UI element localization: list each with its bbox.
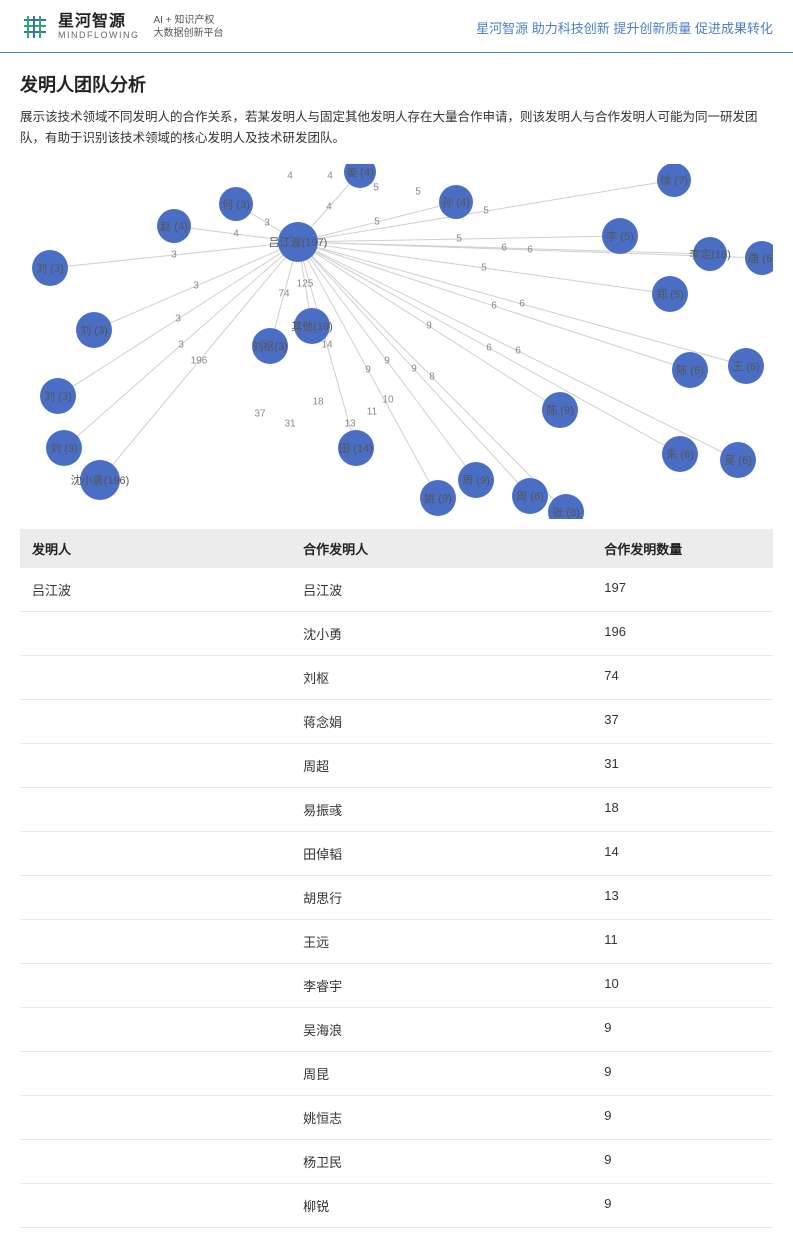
logo-icon <box>20 12 50 42</box>
table-row: 吕江波吕江波197 <box>20 568 773 612</box>
cell-inventor <box>20 1183 291 1227</box>
cell-coinventor: 柳锐 <box>291 1183 592 1227</box>
cell-inventor <box>20 1139 291 1183</box>
cell-inventor <box>20 963 291 1007</box>
cell-inventor <box>20 1095 291 1139</box>
logo-en: MINDFLOWING <box>58 31 140 41</box>
cell-coinventor: 蒋念娟 <box>291 699 592 743</box>
cell-inventor <box>20 831 291 875</box>
logo-block: 星河智源 MINDFLOWING AI + 知识产权 大数据创新平台 <box>20 12 224 42</box>
logo-sub-2: 大数据创新平台 <box>154 27 224 40</box>
logo-text: 星河智源 MINDFLOWING <box>58 13 140 40</box>
table-row: 周超31 <box>20 743 773 787</box>
cell-count: 197 <box>592 568 773 612</box>
col-count: 合作发明数量 <box>592 529 773 568</box>
cell-coinventor: 吕江波 <box>291 568 592 612</box>
table-row: 蒋念娟37 <box>20 699 773 743</box>
table-header-row: 发明人 合作发明人 合作发明数量 <box>20 529 773 568</box>
cell-coinventor: 周昆 <box>291 1051 592 1095</box>
logo-sub-1: AI + 知识产权 <box>154 14 224 27</box>
cell-inventor <box>20 1007 291 1051</box>
section-desc: 展示该技术领域不同发明人的合作关系，若某发明人与固定其他发明人存在大量合作申请，… <box>20 107 773 150</box>
main-content: 发明人团队分析 展示该技术领域不同发明人的合作关系，若某发明人与固定其他发明人存… <box>0 53 793 1246</box>
cell-count: 9 <box>592 1183 773 1227</box>
cell-count: 9 <box>592 1139 773 1183</box>
network-chart[interactable]: 吕江波(197)刘 (3)刘 (3)刘 (3)刘 (3)沈小勇(196)赵 (4… <box>20 164 773 519</box>
logo-cn: 星河智源 <box>58 13 140 31</box>
logo-subtitle: AI + 知识产权 大数据创新平台 <box>154 14 224 40</box>
cell-count: 74 <box>592 655 773 699</box>
table-row: 沈小勇196 <box>20 611 773 655</box>
collab-table: 发明人 合作发明人 合作发明数量 吕江波吕江波197沈小勇196刘枢74蒋念娟3… <box>20 529 773 1228</box>
cell-coinventor: 王远 <box>291 919 592 963</box>
table-row: 刘枢74 <box>20 655 773 699</box>
table-row: 吴海浪9 <box>20 1007 773 1051</box>
col-inventor: 发明人 <box>20 529 291 568</box>
cell-coinventor: 周超 <box>291 743 592 787</box>
cell-coinventor: 杨卫民 <box>291 1139 592 1183</box>
cell-count: 13 <box>592 875 773 919</box>
table-row: 姚恒志9 <box>20 1095 773 1139</box>
table-row: 周昆9 <box>20 1051 773 1095</box>
table-row: 易振彧18 <box>20 787 773 831</box>
cell-inventor <box>20 655 291 699</box>
cell-count: 14 <box>592 831 773 875</box>
cell-coinventor: 田倬韬 <box>291 831 592 875</box>
cell-count: 11 <box>592 919 773 963</box>
cell-coinventor: 吴海浪 <box>291 1007 592 1051</box>
section-title: 发明人团队分析 <box>20 71 773 97</box>
cell-count: 9 <box>592 1095 773 1139</box>
cell-inventor <box>20 1051 291 1095</box>
cell-coinventor: 沈小勇 <box>291 611 592 655</box>
cell-inventor <box>20 919 291 963</box>
cell-count: 196 <box>592 611 773 655</box>
cell-coinventor: 胡思行 <box>291 875 592 919</box>
table-row: 胡思行13 <box>20 875 773 919</box>
header-tagline: 星河智源 助力科技创新 提升创新质量 促进成果转化 <box>476 18 773 37</box>
cell-count: 9 <box>592 1051 773 1095</box>
cell-coinventor: 姚恒志 <box>291 1095 592 1139</box>
table-row: 李睿宇10 <box>20 963 773 1007</box>
cell-inventor <box>20 787 291 831</box>
cell-inventor <box>20 743 291 787</box>
cell-inventor: 吕江波 <box>20 568 291 612</box>
cell-count: 18 <box>592 787 773 831</box>
table-row: 王远11 <box>20 919 773 963</box>
col-coinventor: 合作发明人 <box>291 529 592 568</box>
cell-coinventor: 李睿宇 <box>291 963 592 1007</box>
page-header: 星河智源 MINDFLOWING AI + 知识产权 大数据创新平台 星河智源 … <box>0 0 793 53</box>
table-row: 柳锐9 <box>20 1183 773 1227</box>
cell-inventor <box>20 611 291 655</box>
cell-coinventor: 刘枢 <box>291 655 592 699</box>
cell-coinventor: 易振彧 <box>291 787 592 831</box>
cell-count: 9 <box>592 1007 773 1051</box>
table-row: 杨卫民9 <box>20 1139 773 1183</box>
table-row: 田倬韬14 <box>20 831 773 875</box>
cell-inventor <box>20 699 291 743</box>
cell-count: 10 <box>592 963 773 1007</box>
cell-count: 31 <box>592 743 773 787</box>
cell-inventor <box>20 875 291 919</box>
cell-count: 37 <box>592 699 773 743</box>
